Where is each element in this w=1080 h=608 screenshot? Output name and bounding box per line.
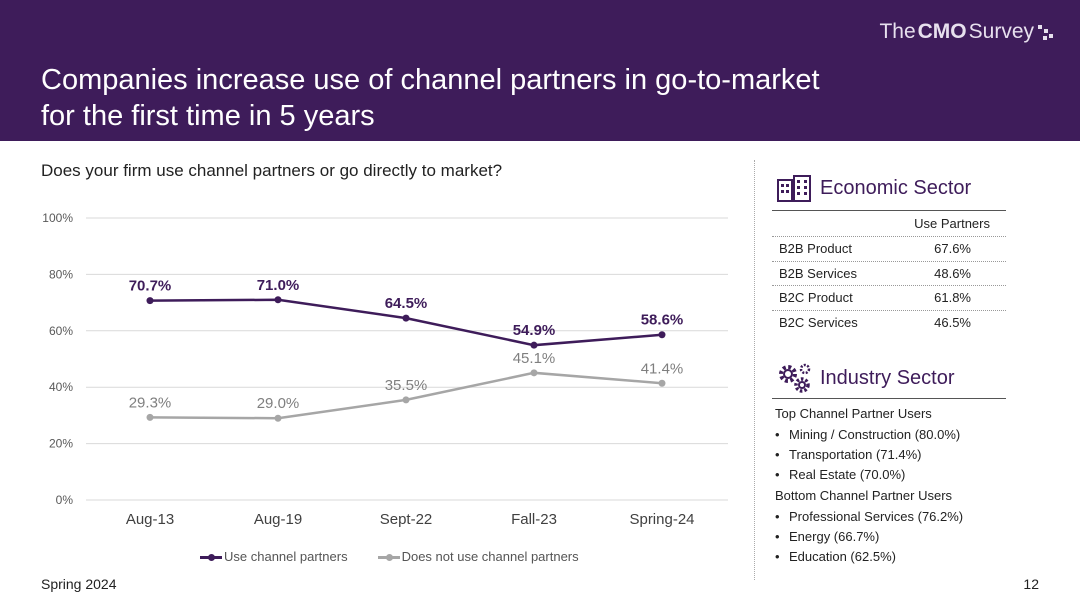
industry-sector-rule [772, 398, 1006, 399]
row-value: 46.5% [934, 314, 971, 330]
data-point [146, 413, 154, 421]
industry-sector-list: Top Channel Partner Users Mining / Const… [775, 405, 963, 567]
x-tick-label: Aug-19 [254, 511, 302, 528]
legend-swatch-use [200, 552, 222, 562]
data-label: 29.0% [257, 395, 300, 412]
table-row: B2C Product 61.8% [772, 285, 1006, 310]
row-label: B2C Services [779, 314, 858, 330]
y-tick-label: 40% [49, 380, 73, 394]
data-label: 64.5% [385, 295, 428, 312]
title-line-2: for the first time in 5 years [41, 100, 375, 132]
data-point [402, 396, 410, 404]
economic-sector-table: Use Partners B2B Product 67.6% B2B Servic… [772, 216, 1006, 334]
line-chart: 0% 20% 40% 60% 80% 100% Aug-13 Aug-19 Sept-22 Fal… [42, 211, 728, 528]
data-point [402, 314, 410, 322]
economic-sector-heading: Economic Sector [776, 174, 971, 202]
data-point [658, 379, 666, 387]
data-point [274, 296, 282, 304]
legend-item-use: Use channel partners [200, 549, 348, 564]
econ-column-header: Use Partners [914, 216, 990, 231]
x-tick-label: Spring-24 [629, 511, 694, 528]
legend-label-use: Use channel partners [224, 549, 348, 564]
data-label: 29.3% [129, 394, 172, 411]
buildings-icon [777, 175, 811, 202]
industry-sector-title: Industry Sector [820, 366, 955, 389]
legend-item-not-use: Does not use channel partners [377, 549, 579, 564]
economic-sector-title: Economic Sector [820, 176, 972, 199]
gears-icon [779, 363, 811, 393]
header-banner: The CMO Survey Companies increase use of… [0, 0, 1080, 141]
row-label: B2B Product [779, 241, 852, 256]
y-tick-label: 80% [49, 267, 73, 281]
logo-survey: Survey [968, 20, 1034, 43]
footer-date: Spring 2024 [41, 576, 117, 592]
list-item: Transportation (71.4%) [775, 445, 963, 465]
legend-label-not-use: Does not use channel partners [401, 549, 579, 564]
data-point [530, 369, 538, 377]
row-value: 48.6% [934, 265, 971, 281]
data-point [658, 331, 666, 339]
list-item: Mining / Construction (80.0%) [775, 425, 963, 445]
industry-sector-heading: Industry Sector [776, 362, 955, 394]
data-label: 41.4% [641, 360, 684, 377]
data-label: 58.6% [641, 312, 684, 329]
data-label: 54.9% [513, 322, 556, 339]
x-tick-label: Fall-23 [511, 511, 557, 528]
vertical-divider [754, 160, 755, 580]
title-line-1: Companies increase use of channel partne… [41, 64, 820, 96]
table-row: B2B Services 48.6% [772, 260, 1006, 286]
list-item: Real Estate (70.0%) [775, 465, 963, 485]
y-tick-label: 100% [42, 211, 73, 225]
row-value: 67.6% [934, 241, 971, 256]
data-label: 71.0% [257, 277, 300, 294]
logo-the: The [879, 20, 916, 43]
data-label: 35.5% [385, 377, 428, 394]
survey-question: Does your firm use channel partners or g… [41, 161, 503, 180]
data-point [274, 414, 282, 422]
cmo-survey-logo: The CMO Survey [879, 20, 1054, 44]
y-tick-label: 20% [49, 437, 73, 451]
economic-sector-rule [772, 210, 1006, 211]
x-tick-label: Sept-22 [380, 511, 433, 528]
data-label: 70.7% [129, 278, 172, 295]
table-row: B2C Services 46.5% [772, 309, 1006, 335]
list-item: Education (62.5%) [775, 547, 963, 567]
data-label: 45.1% [513, 350, 556, 367]
chart-legend: Use channel partners Does not use channe… [200, 549, 579, 564]
logo-dots-icon [1038, 23, 1054, 41]
legend-swatch-not-use [377, 552, 400, 562]
table-row: B2B Product 67.6% [772, 236, 1006, 261]
bottom-users-label: Bottom Channel Partner Users [775, 488, 953, 503]
top-users-label: Top Channel Partner Users [775, 406, 932, 421]
y-tick-label: 0% [56, 493, 74, 507]
row-label: B2B Services [779, 265, 858, 281]
row-label: B2C Product [779, 290, 853, 305]
x-tick-label: Aug-13 [126, 511, 174, 528]
page-title: Companies increase use of channel partne… [41, 62, 941, 134]
data-point [530, 341, 538, 349]
logo-cmo: CMO [917, 20, 967, 43]
y-tick-label: 60% [49, 324, 73, 338]
page-number: 12 [1023, 576, 1039, 592]
list-item: Professional Services (76.2%) [775, 507, 963, 527]
list-item: Energy (66.7%) [775, 527, 963, 547]
row-value: 61.8% [934, 290, 971, 305]
data-point [146, 297, 154, 305]
